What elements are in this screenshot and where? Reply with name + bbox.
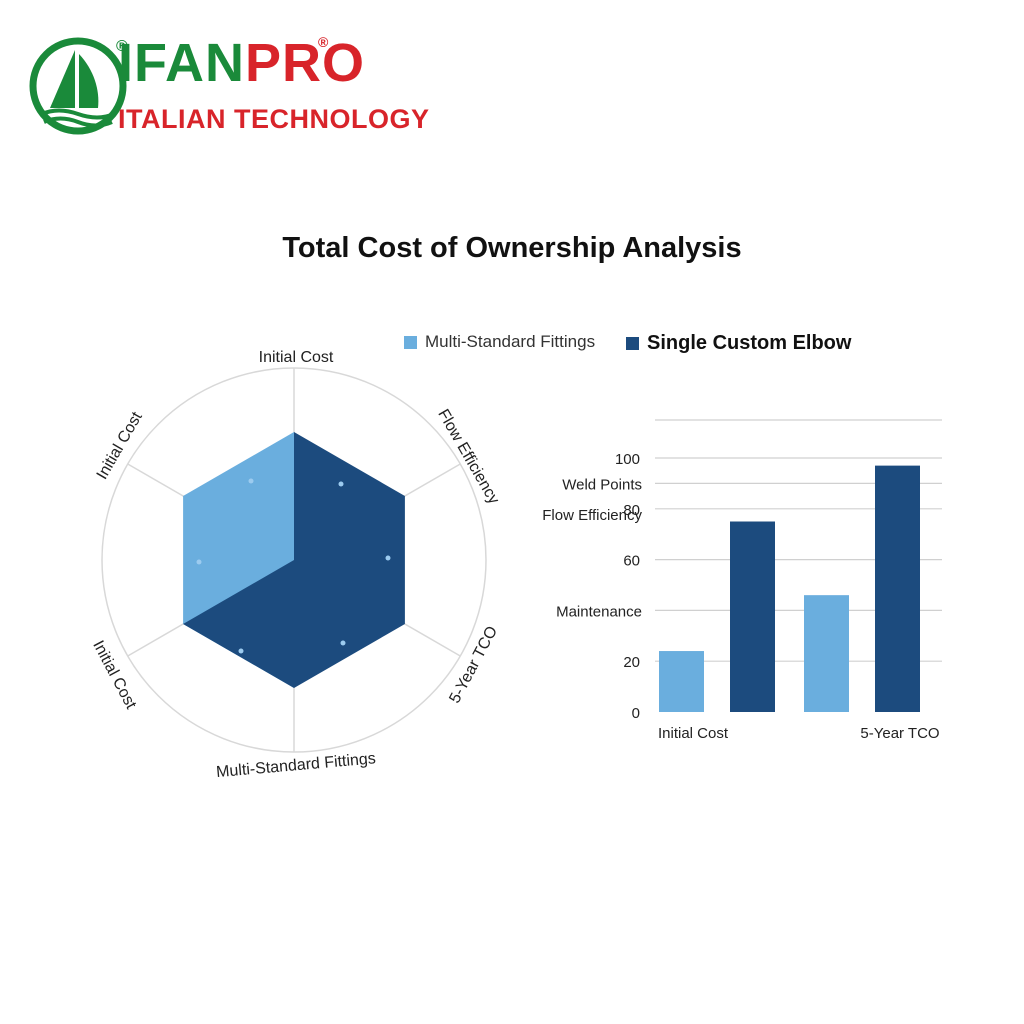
legend-label: Single Custom Elbow: [647, 332, 852, 354]
brand-tagline: ITALIAN TECHNOLOGY: [118, 104, 430, 134]
radar-data-point: [248, 478, 254, 484]
sailboat-icon: [29, 37, 127, 135]
legend-item: Single Custom Elbow: [626, 332, 851, 355]
bar: [659, 651, 704, 712]
y-tick-label: 60: [623, 553, 640, 570]
legend-swatch-dark: [626, 337, 639, 350]
brand-ifan: IFAN: [118, 33, 246, 93]
bar: [804, 595, 849, 712]
y-text-label: Maintenance: [556, 603, 642, 620]
radar-data-point: [338, 481, 344, 487]
legend-swatch-light: [404, 335, 417, 349]
radar-series-area: [183, 432, 405, 688]
registered-mark: ®: [116, 38, 128, 55]
chart-title: Total Cost of Ownership Analysis: [282, 232, 742, 264]
brand-pro: PRO: [245, 33, 366, 93]
x-tick-label: Initial Cost: [658, 725, 729, 742]
radar-axis-label: Initial Cost: [259, 349, 334, 366]
y-tick-label: 100: [615, 451, 640, 468]
radar-data-point: [196, 559, 202, 565]
radar-data-point: [238, 648, 244, 654]
legend-label: Multi-Standard Fittings: [425, 332, 596, 351]
y-text-label: Flow Efficiency: [542, 507, 642, 524]
bar-chart: 100 80 60 20 0 Weld Points Flow Efficiency Main…: [542, 419, 942, 742]
bar: [875, 465, 920, 712]
brand-name: IFANPRO: [118, 36, 365, 90]
radar-axis-label: Multi-Standard Fittings: [216, 750, 377, 781]
x-tick-label: 5-Year TCO: [860, 725, 939, 742]
legend-item: Multi-Standard Fittings: [404, 332, 595, 352]
radar-data-point: [340, 640, 346, 646]
y-tick-label: 20: [623, 654, 640, 671]
registered-mark: ®: [318, 34, 329, 50]
radar-data-point: [385, 555, 391, 561]
y-tick-label: 80: [623, 502, 640, 519]
bar: [730, 521, 775, 712]
y-tick-label: 0: [632, 705, 640, 722]
y-text-label: Weld Points: [562, 476, 642, 493]
